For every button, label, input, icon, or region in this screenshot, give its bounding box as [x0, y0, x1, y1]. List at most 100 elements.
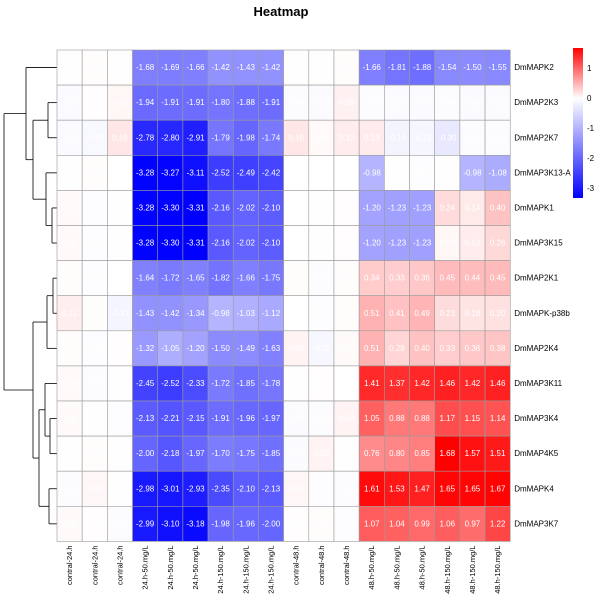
- heatmap-cell: [132, 260, 159, 297]
- heatmap-cell: [107, 155, 133, 191]
- cell-value-label: 0.01: [339, 203, 355, 212]
- cell-value-label: 0.00: [288, 309, 304, 318]
- cell-value-label: -1.23: [388, 239, 407, 248]
- cell-value-label: 0.02: [339, 63, 355, 72]
- cell-value-label: 0.03: [339, 344, 355, 353]
- cell-value-label: 0.04: [62, 203, 78, 212]
- heatmap-cell: [258, 155, 284, 191]
- heatmap-cell: [358, 330, 385, 367]
- heatmap-cell: [132, 400, 159, 437]
- cell-value-label: -2.16: [212, 239, 231, 248]
- column-label: contral-24.h: [90, 545, 99, 585]
- heatmap-cell: [258, 260, 284, 297]
- cell-value-label: -2.49: [237, 168, 256, 177]
- heatmap-cell: [409, 260, 435, 297]
- cell-value-label: -1.54: [438, 63, 457, 72]
- heatmap-cell: [333, 260, 360, 297]
- heatmap-cell: [132, 505, 159, 542]
- cell-value-label: -3.30: [161, 239, 180, 248]
- cell-value-label: 0.23: [440, 309, 456, 318]
- cell-value-label: 0.02: [87, 168, 103, 177]
- cell-value-label: -0.09: [86, 133, 105, 142]
- heatmap-cell: [232, 190, 259, 226]
- heatmap-cell: [81, 260, 108, 297]
- cell-value-label: -1.75: [237, 449, 256, 458]
- cell-value-label: 1.57: [465, 449, 481, 458]
- heatmap-cell: [384, 260, 410, 297]
- heatmap-cell: [409, 505, 435, 542]
- cell-value-label: 0.14: [465, 203, 481, 212]
- column-label: 48.h-150.mg/L: [443, 545, 452, 593]
- heatmap-cell: [157, 225, 184, 261]
- cell-value-label: -0.00: [111, 168, 130, 177]
- heatmap-cell: [384, 295, 410, 332]
- column-label: contral-48.h: [317, 545, 326, 585]
- cell-value-label: 0.28: [389, 344, 405, 353]
- heatmap-cell: [409, 435, 435, 472]
- cell-value-label: -0.05: [312, 98, 331, 107]
- heatmap-cell: [459, 505, 486, 542]
- heatmap-cell: [56, 119, 83, 156]
- cell-value-label: -1.75: [262, 274, 281, 283]
- heatmap-cell: [132, 330, 159, 367]
- row-label: DmMAP3K4: [514, 414, 559, 423]
- heatmap-cell: [384, 225, 410, 261]
- cell-value-label: -1.65: [186, 274, 205, 283]
- heatmap-cell: [409, 190, 435, 226]
- row-labels: DmMAPK2 DmMAP2K3 DmMAP2K7 DmMAP3K13-A DmMAPK…: [514, 63, 571, 528]
- cell-value-label: -2.18: [161, 449, 180, 458]
- heatmap-cell: [384, 49, 410, 86]
- cell-value-label: -0.01: [60, 168, 79, 177]
- cell-value-label: -2.78: [136, 133, 155, 142]
- legend-tick-label: -3: [587, 184, 595, 193]
- cell-value-label: 0.88: [414, 414, 430, 423]
- heatmap-cell: [207, 190, 234, 226]
- row-label: DmMAP2K4: [514, 344, 559, 353]
- cell-value-label: 0.38: [490, 344, 506, 353]
- heatmap-cell: [283, 435, 310, 472]
- heatmap-cell: [56, 84, 83, 121]
- cell-value-label: -0.98: [212, 309, 231, 318]
- cell-value-label: 0.05: [288, 484, 304, 493]
- heatmap-cell: [132, 225, 159, 261]
- cell-value-label: 1.46: [490, 379, 506, 388]
- cell-value-label: -1.32: [136, 344, 155, 353]
- heatmap-cell: [283, 155, 310, 191]
- heatmap-cell: [484, 84, 511, 121]
- heatmap-cell: [434, 295, 461, 332]
- cell-value-label: 0.45: [490, 274, 506, 283]
- heatmap-cell: [384, 505, 410, 542]
- cell-value-label: 0.04: [62, 239, 78, 248]
- heatmap-cell: [283, 84, 310, 121]
- cell-value-label: -1.70: [212, 449, 231, 458]
- cell-value-label: -0.04: [312, 414, 331, 423]
- cell-value-label: 1.14: [490, 414, 506, 423]
- chart-title: Heatmap: [254, 4, 309, 19]
- heatmap-cell: [132, 470, 159, 507]
- cell-value-label: 0.12: [465, 239, 481, 248]
- cell-value-label: -3.11: [187, 168, 205, 177]
- heatmap-cell: [484, 365, 511, 402]
- cell-value-label: -2.10: [262, 203, 281, 212]
- cell-value-label: -0.14: [388, 133, 407, 142]
- cell-value-label: -0.01: [60, 63, 79, 72]
- cell-value-label: -1.66: [186, 63, 205, 72]
- cell-value-label: -2.13: [136, 414, 155, 423]
- heatmap-cell: [434, 155, 461, 191]
- cell-value-label: 0.01: [87, 98, 103, 107]
- heatmap-cell: [232, 365, 259, 402]
- cell-value-label: -0.05: [489, 98, 508, 107]
- row-label: DmMAP3K7: [514, 519, 559, 528]
- heatmap-cell: [56, 49, 83, 86]
- heatmap-cell: [107, 295, 133, 332]
- cell-value-label: 0.00: [112, 274, 128, 283]
- cell-value-label: 0.02: [62, 274, 78, 283]
- row-label: DmMAP3K11: [514, 379, 562, 388]
- cell-value-label: 1.22: [490, 519, 506, 528]
- heatmap-cell: [182, 190, 209, 226]
- color-legend: 1 0 -1 -2 -3: [573, 48, 595, 198]
- heatmap-cell: [283, 295, 310, 332]
- column-label: 48.h-50.mg/L: [392, 545, 401, 589]
- heatmap-cell: [384, 119, 410, 156]
- cell-value-label: -2.80: [161, 133, 180, 142]
